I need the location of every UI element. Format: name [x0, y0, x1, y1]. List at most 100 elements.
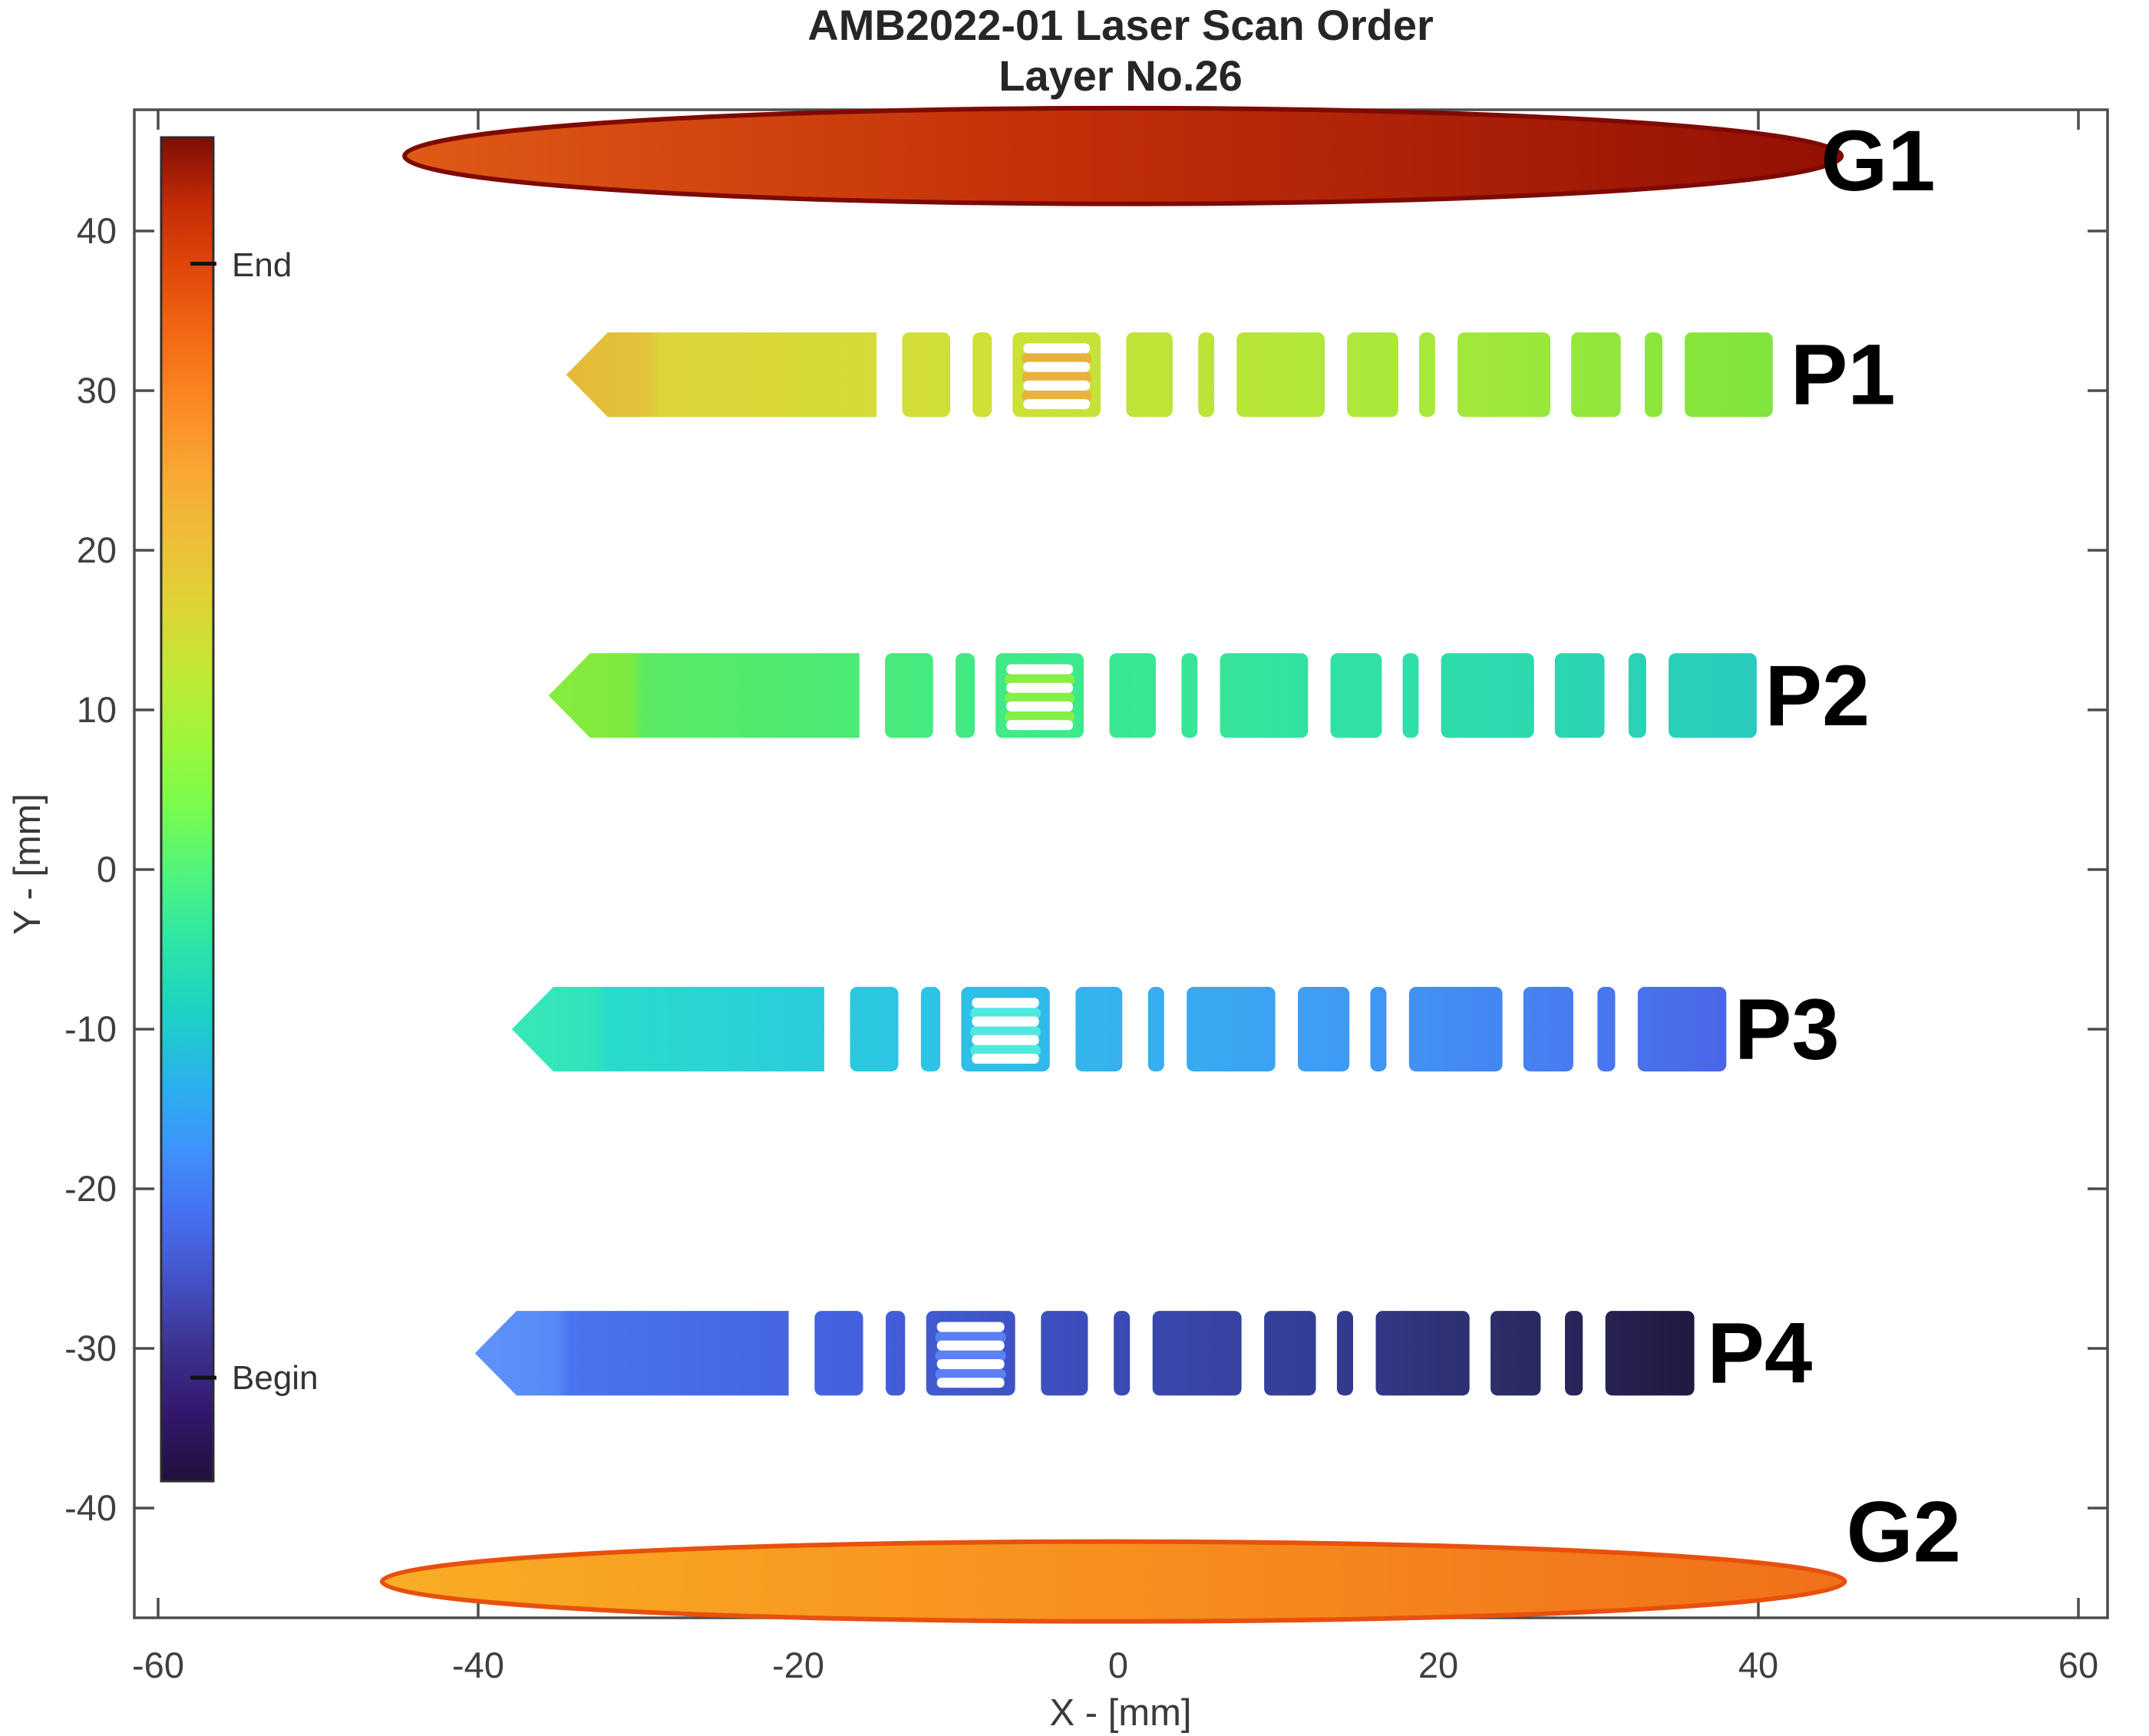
bar-P2	[548, 653, 1757, 738]
bar-P3-segment	[1187, 986, 1276, 1072]
bar-P3-segment	[1597, 986, 1616, 1072]
colorbar	[160, 136, 215, 1483]
bar-P1-segment	[1457, 332, 1550, 417]
bar-P1-segment	[1236, 332, 1325, 417]
chart-title-line1: AMB2022-01 Laser Scan Order	[807, 1, 1434, 49]
bar-P2-segment	[1220, 653, 1309, 738]
bar-P4	[474, 1311, 1695, 1396]
bar-P2-segment	[1330, 653, 1382, 738]
plot-content: -60 -40 -20 0 20 40 60 -40 -30 -20 -10 0 10 20 30 40	[64, 105, 2109, 1685]
x-tick-label: 60	[2058, 1645, 2098, 1685]
hatch-stripe-white	[972, 1016, 1039, 1027]
bar-P3-segment	[1637, 986, 1727, 1072]
bar-P3-segment	[850, 986, 899, 1072]
bar-P1-segment	[1126, 332, 1173, 417]
bar-P2-segment	[1109, 653, 1157, 738]
bar-P4-segment	[1041, 1311, 1088, 1396]
y-tick-label: -40	[64, 1487, 117, 1528]
bar-P4-segment	[1375, 1311, 1470, 1396]
bar-P2-segment	[956, 653, 975, 738]
bar-P1-segment	[1198, 332, 1215, 417]
bar-P3-segment	[1408, 986, 1503, 1072]
hatch-stripe-white	[936, 1340, 1005, 1351]
ellipse-G2	[379, 1539, 1847, 1624]
bar-P1-segment	[1571, 332, 1621, 417]
bar-P4-segment	[1336, 1311, 1353, 1396]
bar-P4-segment	[1605, 1311, 1695, 1396]
region-label-P2: P2	[1764, 648, 1870, 744]
bar-P4-segment	[1490, 1311, 1541, 1396]
x-tick-label: 40	[1738, 1645, 1778, 1685]
bar-P1-segment	[1418, 332, 1435, 417]
bar-P3-segment	[1075, 986, 1123, 1072]
hatch-stripe-white	[972, 998, 1039, 1008]
x-tick-label: -20	[772, 1645, 824, 1685]
region-labels: P1 P2 P3 P4 G1 G2	[1707, 113, 1961, 1580]
hatch-stripe-white	[1023, 361, 1091, 372]
hatch-stripe-accent	[935, 1332, 1006, 1344]
bar-P2-segment	[1402, 653, 1419, 738]
bar-P2-segment	[1554, 653, 1605, 738]
y-tick-label: -20	[64, 1168, 117, 1209]
bar-P1-segment	[902, 332, 951, 417]
y-tick-label: -10	[64, 1008, 117, 1049]
bar-P2-segment	[885, 653, 933, 738]
hatch-stripe-accent	[1005, 711, 1075, 723]
bar-P1-segment	[1685, 332, 1773, 417]
bar-P2-segment	[1181, 653, 1198, 738]
y-tick-label: 40	[77, 210, 117, 251]
bar-P4-segment	[814, 1311, 863, 1396]
bar-P3-segment	[920, 986, 941, 1072]
region-label-G2: G2	[1847, 1484, 1961, 1580]
hatch-stripe-white	[972, 1035, 1039, 1045]
bar-P1-segment	[1347, 332, 1398, 417]
bar-P4-segment	[1152, 1311, 1242, 1396]
x-tick-label: 20	[1418, 1645, 1458, 1685]
hatch-stripe-white	[972, 1053, 1039, 1064]
hatch-stripe-white	[936, 1322, 1005, 1332]
hatch-stripe-accent	[1022, 390, 1092, 402]
hatch-stripe-white	[1023, 380, 1091, 391]
hatch-stripe-accent	[970, 1045, 1041, 1057]
hatch-stripe-accent	[935, 1350, 1006, 1362]
region-label-G1: G1	[1821, 113, 1935, 209]
hatch-stripe-white	[1006, 682, 1074, 693]
hatch-stripe-accent	[1022, 353, 1092, 365]
y-tick-label: 0	[97, 849, 117, 889]
hatch-stripe-white	[936, 1358, 1005, 1369]
hatch-stripe-accent	[970, 1007, 1041, 1019]
x-axis-label: X - [mm]	[1049, 1692, 1191, 1734]
hatch-stripe-white	[1023, 343, 1091, 354]
bar-P3-segment	[1298, 986, 1350, 1072]
bar-P3-segment	[1147, 986, 1164, 1072]
y-tick-label: -30	[64, 1328, 117, 1368]
colorbar-end-label: End	[232, 246, 292, 284]
bar-P3-segment	[1523, 986, 1573, 1072]
hatch-stripe-white	[936, 1378, 1005, 1388]
bar-P2-segment	[1628, 653, 1646, 738]
bar-P4-segment	[1264, 1311, 1316, 1396]
bar-P2-arrow-block	[548, 653, 860, 738]
hatch-stripe-accent	[970, 1026, 1041, 1038]
ellipse-G1	[402, 105, 1844, 206]
region-label-P1: P1	[1791, 327, 1896, 423]
x-tick-label: 0	[1108, 1645, 1128, 1685]
bar-P1-segment	[1644, 332, 1662, 417]
x-tick-label: -60	[132, 1645, 184, 1685]
bar-P1-arrow-block	[566, 332, 877, 417]
hatch-stripe-accent	[1005, 674, 1075, 686]
y-axis-label: Y - [mm]	[7, 794, 48, 935]
x-tick-label: -40	[452, 1645, 504, 1685]
hatch-stripe-white	[1006, 701, 1074, 711]
y-tick-label: 10	[77, 689, 117, 730]
bar-P2-segment	[1441, 653, 1534, 738]
chart-title-line2: Layer No.26	[999, 51, 1243, 100]
region-label-P3: P3	[1735, 982, 1840, 1078]
hatch-stripe-white	[1006, 720, 1074, 731]
bar-P1-segment	[972, 332, 992, 417]
bar-P4-segment	[1114, 1311, 1131, 1396]
region-label-P4: P4	[1707, 1305, 1812, 1401]
hatch-stripe-accent	[1022, 371, 1092, 384]
y-tick-label: 20	[77, 530, 117, 570]
